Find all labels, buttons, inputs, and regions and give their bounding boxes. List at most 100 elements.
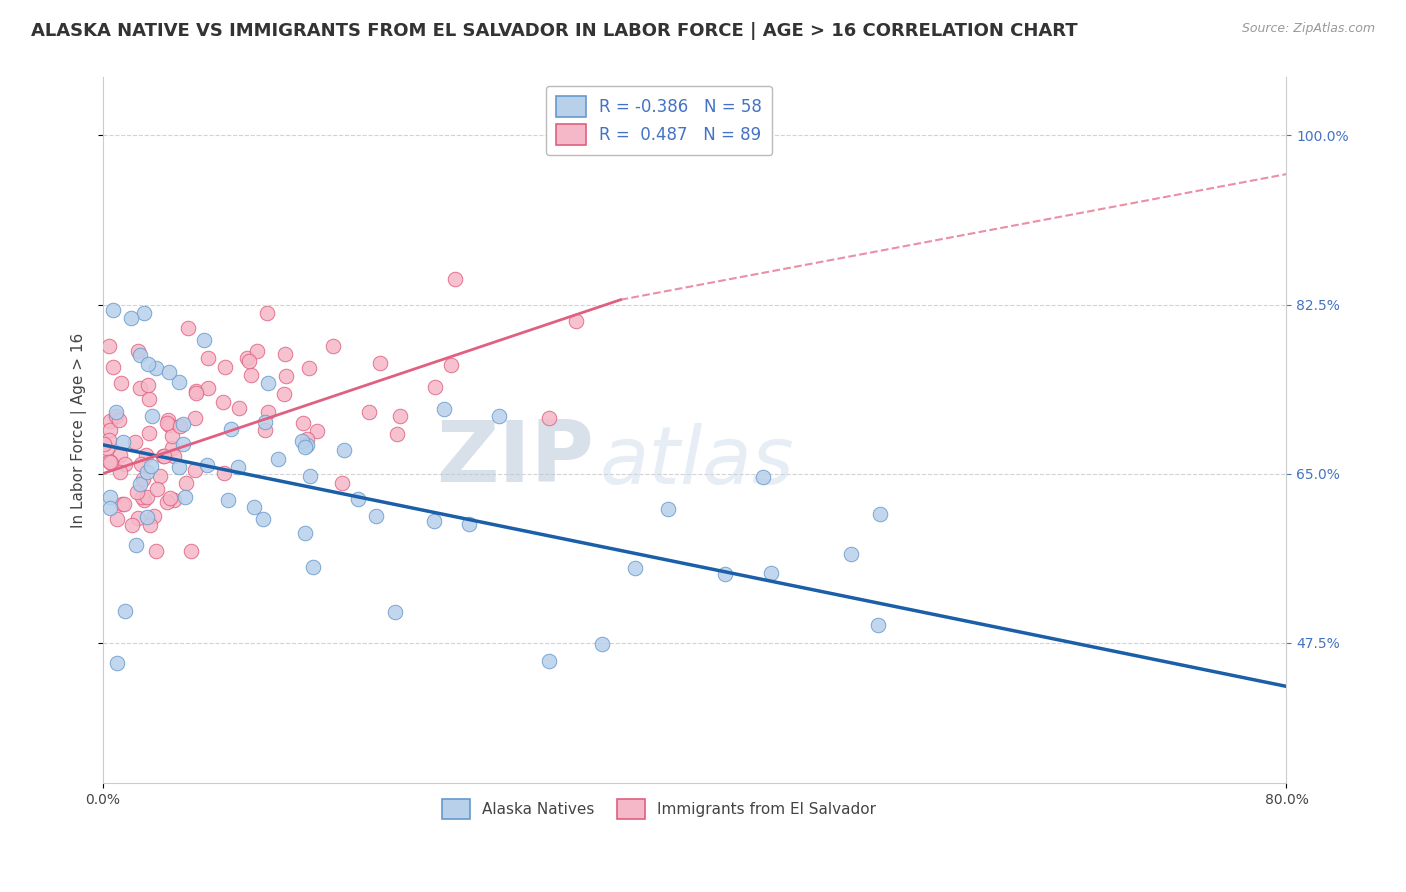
Point <box>156 417 179 431</box>
Point <box>423 380 446 394</box>
Point <box>135 490 157 504</box>
Point <box>136 510 159 524</box>
Point <box>132 306 155 320</box>
Point <box>152 450 174 464</box>
Point <box>108 412 131 426</box>
Point <box>98 455 121 469</box>
Point <box>145 482 167 496</box>
Point <box>101 303 124 318</box>
Point <box>172 437 194 451</box>
Point <box>193 334 215 348</box>
Point <box>159 491 181 505</box>
Point <box>114 604 136 618</box>
Point <box>246 343 269 358</box>
Point <box>254 423 277 437</box>
Point <box>156 413 179 427</box>
Point <box>96 442 118 456</box>
Point <box>183 411 205 425</box>
Point <box>592 637 614 651</box>
Point <box>226 459 249 474</box>
Point <box>98 423 121 437</box>
Point <box>132 492 155 507</box>
Point <box>98 490 121 504</box>
Point <box>294 525 316 540</box>
Point <box>103 360 125 375</box>
Point <box>458 516 481 531</box>
Point <box>110 376 132 391</box>
Point <box>127 344 149 359</box>
Point <box>129 381 152 395</box>
Point <box>93 437 115 451</box>
Point <box>127 510 149 524</box>
Point <box>332 443 354 458</box>
Point <box>141 409 163 423</box>
Point <box>149 468 172 483</box>
Point <box>298 361 321 376</box>
Point <box>299 468 322 483</box>
Point <box>273 386 295 401</box>
Point <box>751 470 773 484</box>
Point <box>177 320 200 334</box>
Point <box>136 377 159 392</box>
Point <box>384 605 406 619</box>
Y-axis label: In Labor Force | Age > 16: In Labor Force | Age > 16 <box>72 333 87 528</box>
Point <box>423 514 446 528</box>
Point <box>714 566 737 581</box>
Point <box>184 463 207 477</box>
Point <box>153 449 176 463</box>
Point <box>657 502 679 516</box>
Point <box>97 454 120 468</box>
Point <box>172 417 194 431</box>
Point <box>387 426 409 441</box>
Point <box>98 414 121 428</box>
Point <box>184 384 207 398</box>
Point <box>114 496 136 510</box>
Point <box>98 501 121 516</box>
Point <box>163 492 186 507</box>
Point <box>145 544 167 558</box>
Point <box>197 351 219 365</box>
Point <box>322 339 344 353</box>
Point <box>256 376 278 390</box>
Point <box>444 272 467 286</box>
Point <box>217 492 239 507</box>
Point <box>156 495 179 509</box>
Point <box>167 459 190 474</box>
Point <box>370 356 392 370</box>
Point <box>160 441 183 455</box>
Text: atlas: atlas <box>600 423 794 501</box>
Point <box>129 348 152 362</box>
Point <box>228 401 250 415</box>
Point <box>180 544 202 558</box>
Point <box>274 347 297 361</box>
Text: ZIP: ZIP <box>436 417 593 500</box>
Point <box>162 429 184 443</box>
Point <box>252 512 274 526</box>
Point <box>110 448 132 462</box>
Point <box>347 491 370 506</box>
Legend: Alaska Natives, Immigrants from El Salvador: Alaska Natives, Immigrants from El Salva… <box>436 793 882 825</box>
Point <box>839 547 862 561</box>
Point <box>121 518 143 533</box>
Point <box>565 314 588 328</box>
Point <box>488 409 510 423</box>
Text: Source: ZipAtlas.com: Source: ZipAtlas.com <box>1241 22 1375 36</box>
Point <box>129 476 152 491</box>
Point <box>243 500 266 515</box>
Point <box>157 365 180 379</box>
Point <box>291 434 314 448</box>
Point <box>108 466 131 480</box>
Point <box>98 339 121 353</box>
Point <box>124 434 146 449</box>
Point <box>131 490 153 504</box>
Point <box>145 361 167 376</box>
Point <box>136 465 159 479</box>
Point <box>294 440 316 454</box>
Point <box>163 450 186 464</box>
Point <box>127 484 149 499</box>
Point <box>159 418 181 433</box>
Point <box>107 656 129 670</box>
Point <box>364 508 387 523</box>
Point <box>267 452 290 467</box>
Point <box>111 496 134 510</box>
